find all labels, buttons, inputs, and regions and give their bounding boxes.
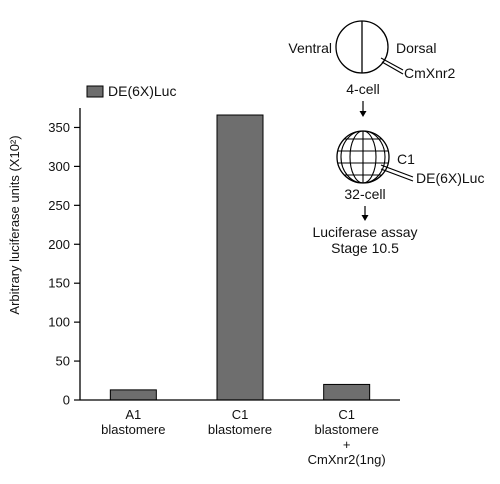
x-category-label: blastomere <box>101 422 165 437</box>
y-tick-label: 200 <box>48 237 70 252</box>
injection-needle-2-icon <box>380 164 414 182</box>
dorsal-label: Dorsal <box>396 40 436 56</box>
y-tick-label: 50 <box>56 354 70 369</box>
legend-label: DE(6X)Luc <box>108 83 176 99</box>
y-tick-label: 150 <box>48 276 70 291</box>
y-tick-label: 0 <box>63 393 70 408</box>
y-axis-label: Arbitrary luciferase units (X10²) <box>7 135 22 314</box>
stage-1-label: 4-cell <box>346 81 379 97</box>
injection-1-label: CmXnr2 <box>404 65 456 81</box>
y-tick-label: 250 <box>48 198 70 213</box>
x-category-label: blastomere <box>208 422 272 437</box>
ventral-label: Ventral <box>288 40 332 56</box>
assay-label-line1: Luciferase assay <box>312 224 417 240</box>
x-category-label: C1 <box>338 407 355 422</box>
legend: DE(6X)Luc <box>86 83 176 99</box>
x-category-label: A1 <box>125 407 141 422</box>
legend-swatch <box>86 85 104 98</box>
assay-label-line2: Stage 10.5 <box>331 240 399 256</box>
injection-2-label: DE(6X)Luc <box>416 170 484 186</box>
y-tick-label: 300 <box>48 159 70 174</box>
bars <box>109 114 371 401</box>
x-category-label: + <box>343 437 351 452</box>
bar-chart: Arbitrary luciferase units (X10²) 0 50 100… <box>7 83 400 467</box>
bar <box>109 389 157 401</box>
category-labels: A1blastomereC1blastomereC1blastomere+CmX… <box>101 407 386 467</box>
stage-2-label: 32-cell <box>344 186 385 202</box>
four-cell-embryo-icon <box>335 20 389 74</box>
y-axis-ticks: 0 50 100 150 200 250 300 350 <box>48 120 80 408</box>
arrow-2-icon <box>361 206 369 221</box>
y-tick-label: 100 <box>48 315 70 330</box>
arrow-1-icon <box>359 101 367 117</box>
bar <box>323 383 371 401</box>
x-category-label: blastomere <box>315 422 379 437</box>
x-category-label: CmXnr2(1ng) <box>308 452 386 467</box>
y-tick-label: 350 <box>48 120 70 135</box>
bar <box>216 114 264 401</box>
x-category-label: C1 <box>232 407 249 422</box>
experiment-diagram: Ventral Dorsal CmXnr2 4-cell C1 <box>288 20 484 256</box>
thirty-two-cell-embryo-icon <box>336 130 390 184</box>
blastomere-label: C1 <box>397 151 415 167</box>
injection-needle-1-icon <box>380 57 404 75</box>
